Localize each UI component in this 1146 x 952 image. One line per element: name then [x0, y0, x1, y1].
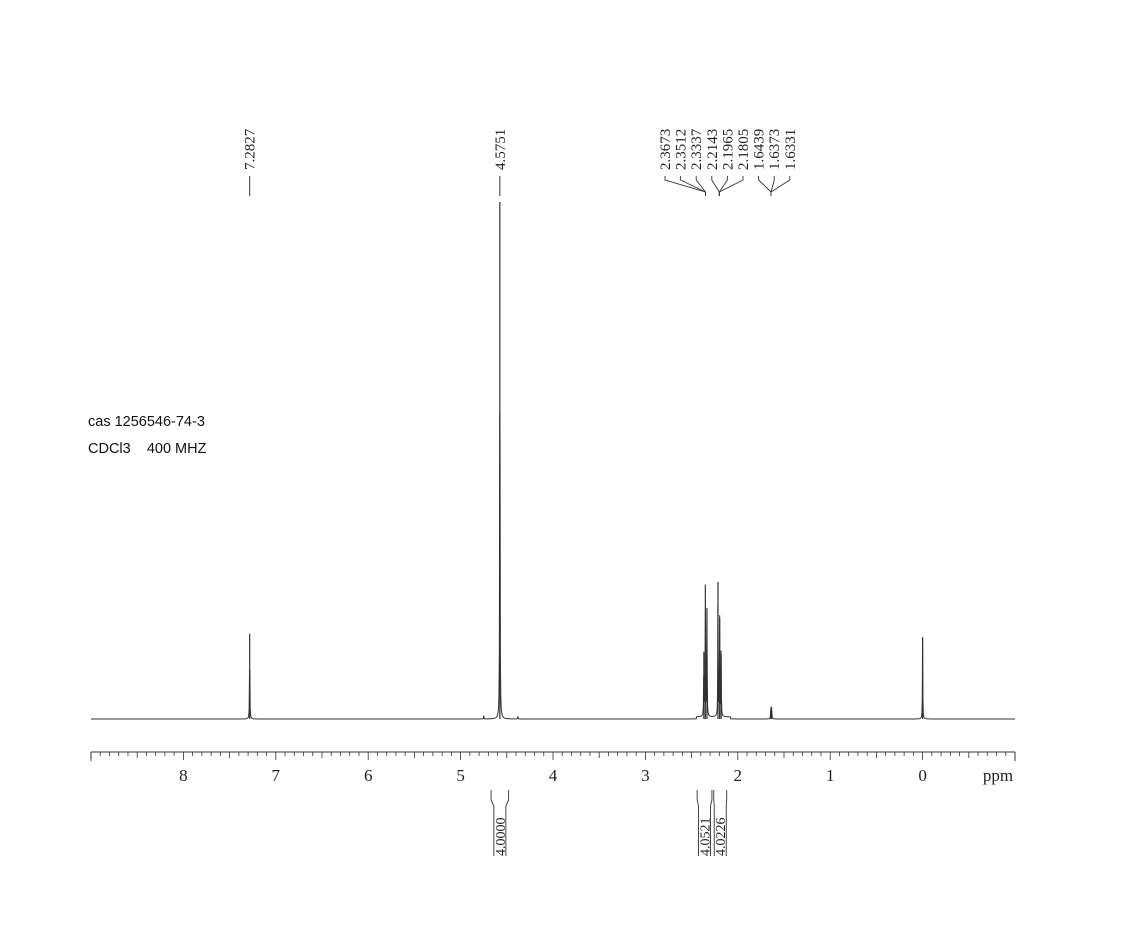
- peak-label: 2.2143: [705, 129, 721, 170]
- integral-bracket: [505, 790, 510, 856]
- peak-label-leader: [758, 176, 772, 196]
- peak-label-leader: [718, 176, 728, 196]
- peak-label-leader: [718, 176, 744, 196]
- peak-label: 2.3337: [689, 128, 705, 170]
- peak-label: 1.6331: [783, 129, 799, 170]
- peak-label: 2.1965: [720, 129, 736, 170]
- x-axis-label: ppm: [983, 766, 1013, 785]
- spectrum-trace: [91, 412, 1015, 720]
- peak-label-leader: [711, 176, 720, 196]
- x-tick-label: 8: [179, 766, 188, 785]
- x-tick-label: 7: [272, 766, 281, 785]
- x-tick-label: 4: [549, 766, 558, 785]
- peak-label-leader: [664, 176, 706, 196]
- integral-value: 4.0521: [699, 818, 714, 857]
- peak-label: 1.6373: [767, 129, 783, 170]
- peak-label: 2.1805: [736, 129, 752, 170]
- sample-id-text: cas 1256546-74-3: [88, 414, 205, 430]
- sample-conditions-text: CDCl3 400 MHZ: [88, 441, 207, 457]
- peak-label-leader: [770, 176, 775, 196]
- x-tick-label: 3: [641, 766, 650, 785]
- integral-bracket: [710, 790, 713, 856]
- peak-label: 1.6439: [752, 129, 768, 170]
- peak-label-leader: [770, 176, 791, 196]
- x-tick-label: 5: [456, 766, 465, 785]
- integral-bracket: [696, 790, 699, 856]
- peak-label-leader: [695, 176, 706, 196]
- x-tick-label: 1: [826, 766, 835, 785]
- peak-label: 4.5751: [493, 129, 509, 170]
- integral-value: 4.0226: [714, 818, 729, 857]
- integral-bracket: [490, 790, 495, 856]
- x-tick-label: 0: [918, 766, 927, 785]
- integral-value: 4.0000: [494, 818, 509, 857]
- peak-label: 2.3673: [658, 129, 674, 170]
- x-tick-label: 2: [734, 766, 743, 785]
- peak-label: 2.3512: [674, 129, 690, 170]
- x-tick-label: 6: [364, 766, 373, 785]
- peak-label: 7.2827: [243, 128, 259, 170]
